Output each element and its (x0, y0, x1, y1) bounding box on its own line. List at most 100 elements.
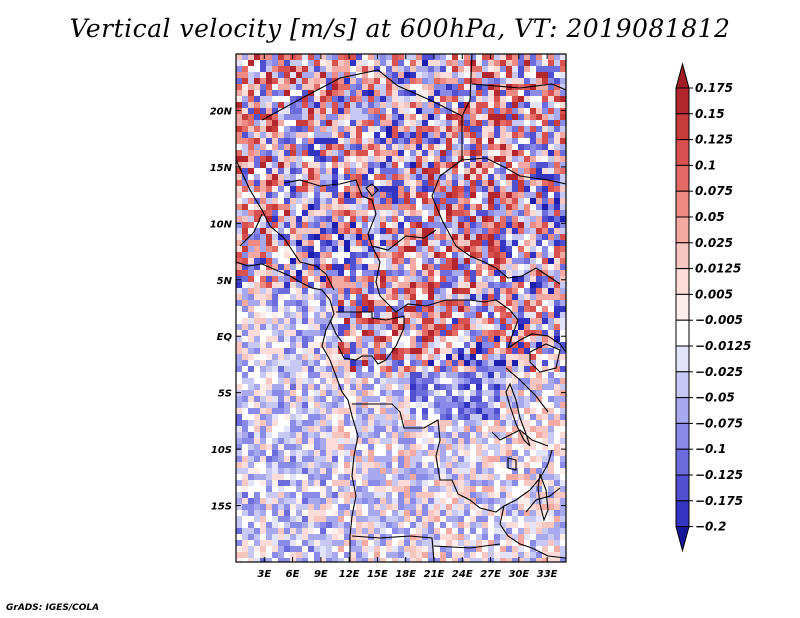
field-cell (458, 228, 465, 235)
field-cell (458, 240, 465, 247)
field-cell (266, 522, 273, 529)
field-cell (296, 102, 303, 109)
field-cell (494, 72, 501, 79)
field-cell (284, 528, 291, 535)
field-cell (452, 306, 459, 313)
field-cell (284, 270, 291, 277)
field-cell (290, 102, 297, 109)
field-cell (548, 510, 555, 517)
field-cell (344, 96, 351, 103)
field-cell (542, 54, 549, 61)
field-cell (494, 330, 501, 337)
field-cell (266, 456, 273, 463)
field-cell (278, 126, 285, 133)
field-cell (242, 288, 249, 295)
field-cell (254, 408, 261, 415)
field-cell (392, 426, 399, 433)
field-cell (260, 294, 267, 301)
field-cell (350, 528, 357, 535)
field-cell (548, 456, 555, 463)
field-cell (326, 390, 333, 397)
field-cell (380, 432, 387, 439)
field-cell (266, 480, 273, 487)
field-cell (548, 204, 555, 211)
field-cell (524, 408, 531, 415)
field-cell (380, 330, 387, 337)
field-cell (428, 474, 435, 481)
field-cell (422, 300, 429, 307)
field-cell (482, 150, 489, 157)
field-cell (488, 258, 495, 265)
field-cell (380, 486, 387, 493)
field-cell (392, 306, 399, 313)
field-cell (494, 450, 501, 457)
field-cell (290, 396, 297, 403)
field-cell (332, 480, 339, 487)
field-cell (410, 264, 417, 271)
field-cell (494, 354, 501, 361)
field-cell (392, 96, 399, 103)
field-cell (446, 216, 453, 223)
field-cell (284, 222, 291, 229)
field-cell (254, 534, 261, 541)
field-cell (560, 222, 566, 229)
field-cell (344, 552, 351, 559)
field-cell (422, 288, 429, 295)
field-cell (560, 408, 566, 415)
field-cell (374, 408, 381, 415)
field-cell (242, 366, 249, 373)
field-cell (344, 72, 351, 79)
field-cell (386, 258, 393, 265)
field-cell (422, 516, 429, 523)
field-cell (416, 348, 423, 355)
field-cell (332, 168, 339, 175)
field-cell (254, 426, 261, 433)
field-cell (536, 402, 543, 409)
field-cell (266, 216, 273, 223)
field-cell (260, 300, 267, 307)
field-cell (518, 156, 525, 163)
field-cell (272, 432, 279, 439)
field-cell (500, 180, 507, 187)
field-cell (452, 516, 459, 523)
field-cell (524, 72, 531, 79)
field-cell (482, 450, 489, 457)
field-cell (344, 198, 351, 205)
field-cell (464, 480, 471, 487)
field-cell (512, 438, 519, 445)
field-cell (482, 414, 489, 421)
field-cell (470, 432, 477, 439)
field-cell (350, 300, 357, 307)
field-cell (512, 66, 519, 73)
field-cell (476, 108, 483, 115)
field-cell (542, 534, 549, 541)
field-cell (494, 96, 501, 103)
field-cell (356, 474, 363, 481)
field-cell (302, 192, 309, 199)
field-cell (530, 288, 537, 295)
field-cell (392, 558, 399, 562)
field-cell (236, 222, 243, 229)
field-cell (320, 414, 327, 421)
field-cell (338, 294, 345, 301)
field-cell (356, 126, 363, 133)
field-cell (272, 270, 279, 277)
field-cell (518, 366, 525, 373)
field-cell (446, 420, 453, 427)
field-cell (350, 198, 357, 205)
field-cell (536, 372, 543, 379)
field-cell (272, 84, 279, 91)
field-cell (356, 342, 363, 349)
field-cell (530, 264, 537, 271)
field-cell (440, 522, 447, 529)
field-cell (362, 126, 369, 133)
field-cell (332, 294, 339, 301)
field-cell (332, 366, 339, 373)
field-cell (542, 384, 549, 391)
field-cell (308, 432, 315, 439)
field-cell (536, 198, 543, 205)
field-cell (368, 204, 375, 211)
field-cell (518, 54, 525, 61)
field-cell (398, 552, 405, 559)
x-tick-label: 30E (508, 569, 529, 580)
